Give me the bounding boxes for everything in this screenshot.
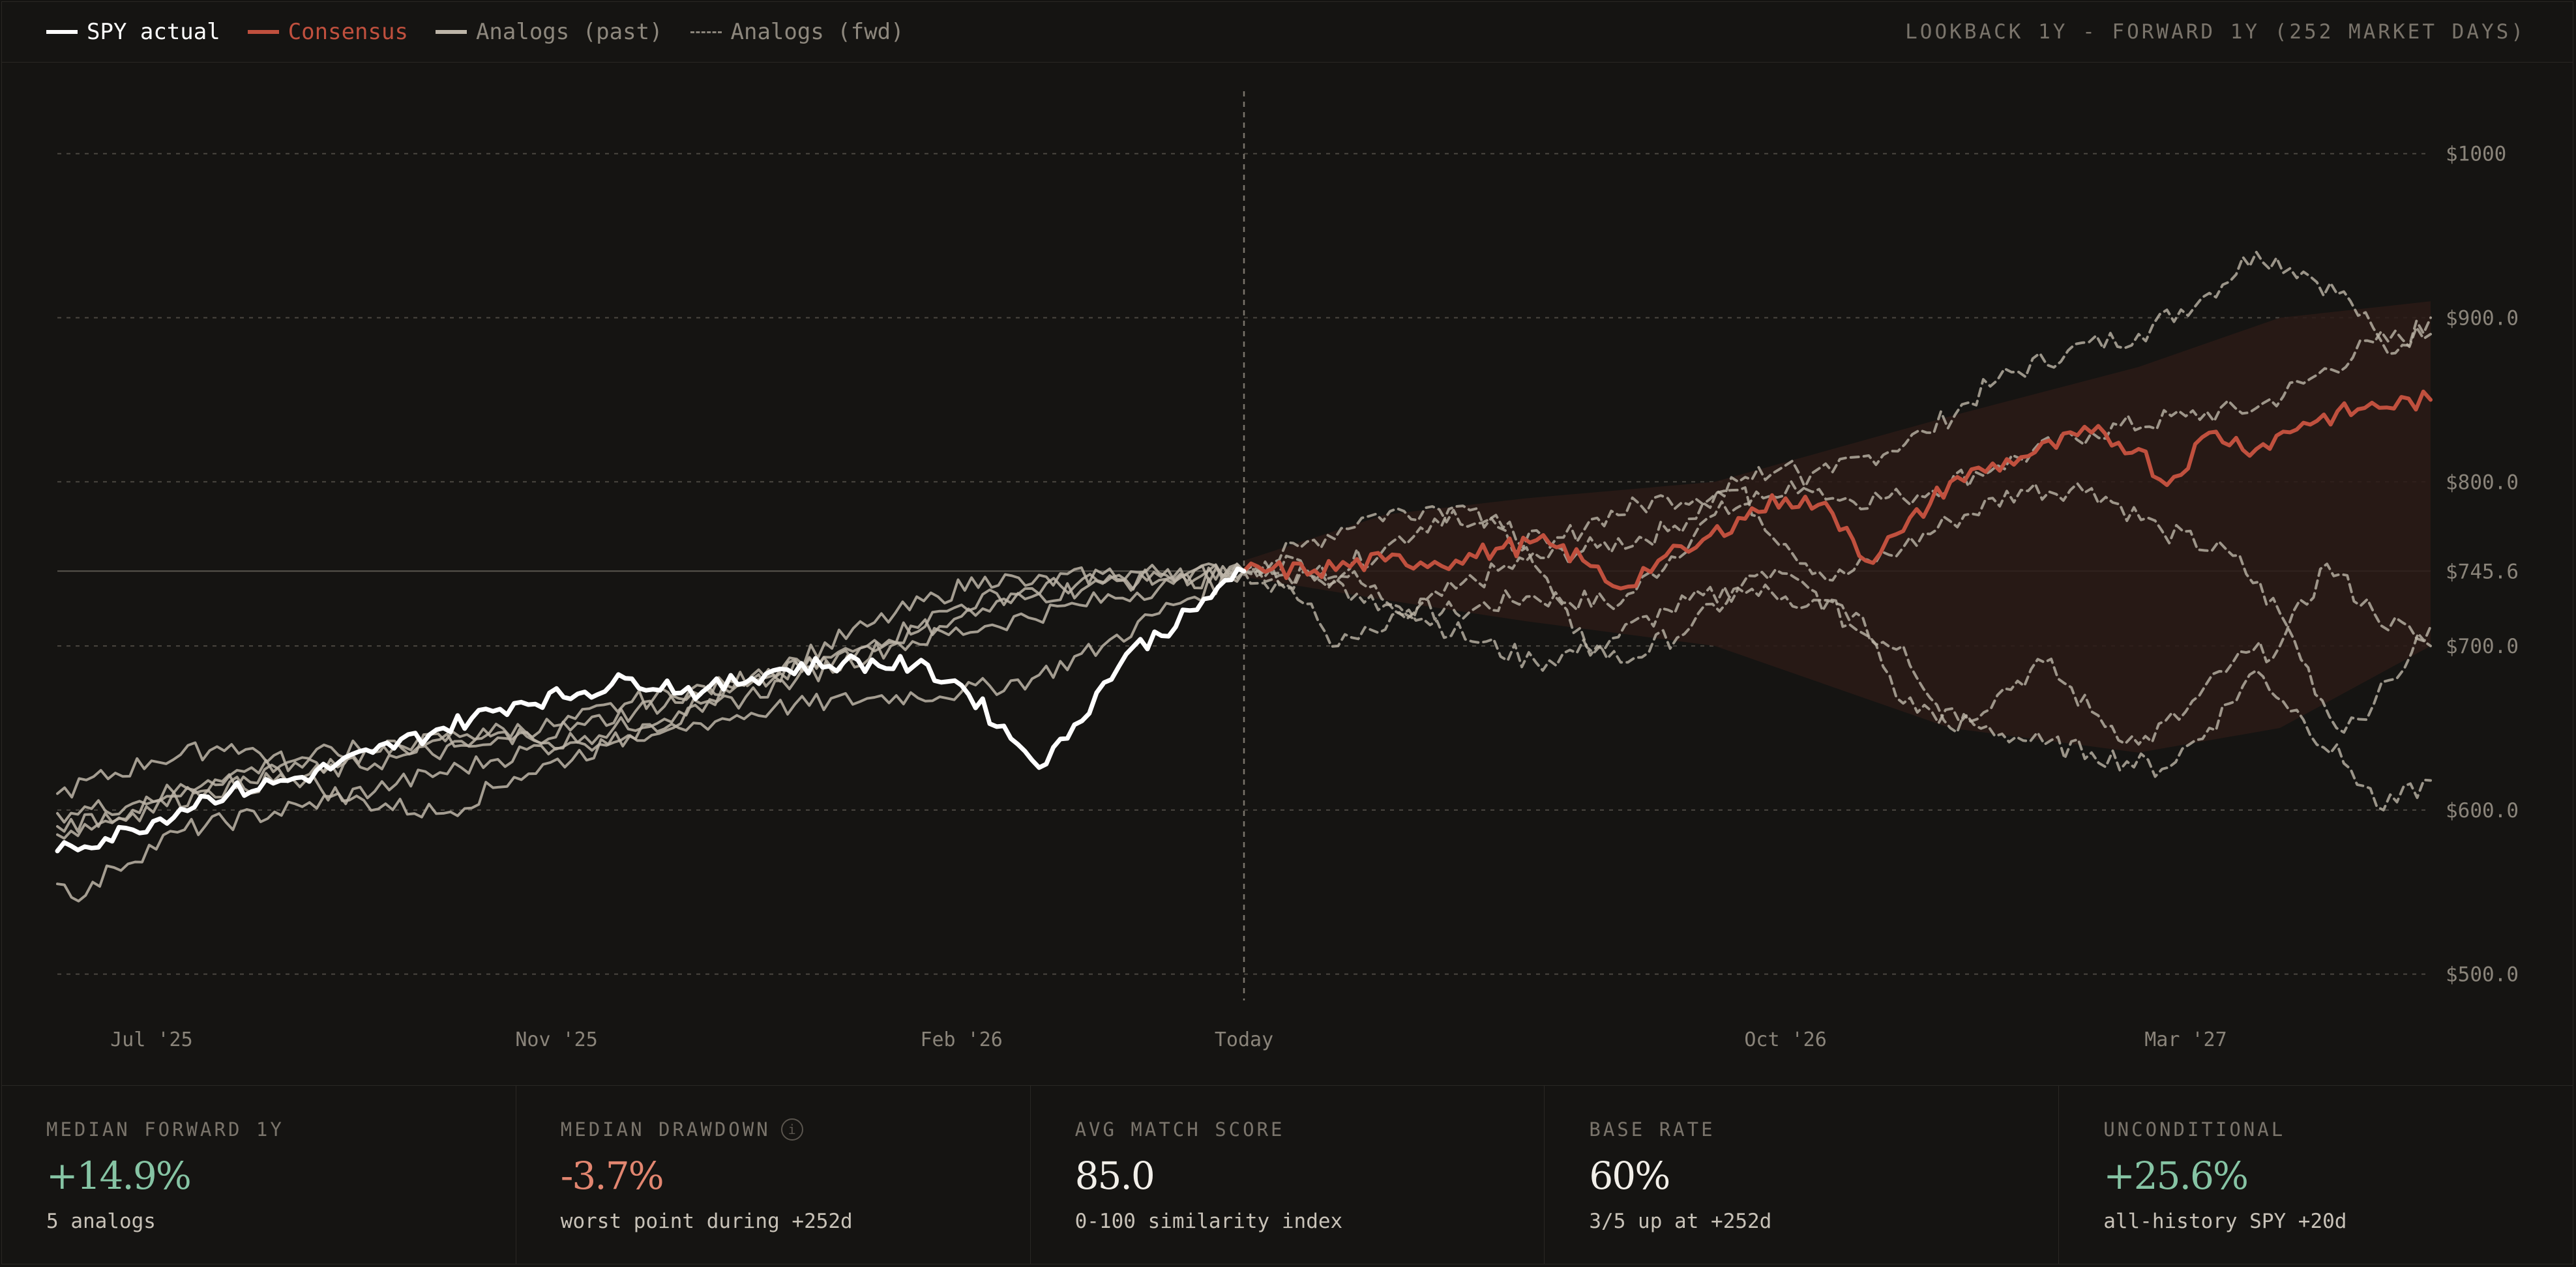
stat-label: BASE RATE	[1589, 1118, 1715, 1141]
legend-swatch-analogs-past	[435, 30, 467, 34]
series-line-analog-e-fwd	[1243, 555, 2432, 811]
stat-sub: 5 analogs	[46, 1210, 156, 1233]
series-line-consensus	[1242, 389, 2433, 590]
stat-label: UNCONDITIONAL	[2103, 1118, 2286, 1141]
legend-label-analogs-fwd: Analogs (fwd)	[730, 19, 904, 45]
y-tick-label: $745.6	[2446, 560, 2519, 583]
x-tick-label: Today	[1215, 1028, 1273, 1051]
y-tick-label: $600.0	[2446, 799, 2519, 823]
stat-unconditional: UNCONDITIONAL +25.6% all-history SPY +20…	[2059, 1086, 2573, 1264]
stat-sub: worst point during +252d	[560, 1210, 853, 1233]
x-tick-label: Feb '26	[920, 1028, 1002, 1051]
series-line-analog-d-past	[56, 570, 1245, 824]
stat-sub: 0-100 similarity index	[1074, 1210, 1343, 1233]
stat-value: +14.9%	[46, 1154, 192, 1198]
stat-value: 85.0	[1074, 1154, 1155, 1198]
series-line-analog-c-past	[56, 562, 1245, 833]
x-tick-label: Mar '27	[2144, 1028, 2227, 1051]
stat-avg-match-score: AVG MATCH SCORE 85.0 0-100 similarity in…	[1031, 1086, 1545, 1264]
series-line-analog-d-fwd	[1243, 504, 2432, 746]
stat-label: MEDIAN FORWARD 1Y	[46, 1118, 284, 1141]
legend-item-analogs-fwd[interactable]: Analogs (fwd)	[690, 19, 904, 45]
x-tick-label: Jul '25	[110, 1028, 192, 1051]
x-tick-label: Nov '25	[515, 1028, 597, 1051]
y-tick-label: $1000	[2446, 143, 2506, 166]
stat-sub: 3/5 up at +252d	[1589, 1210, 1772, 1233]
series-line-spy-actual	[55, 566, 1247, 854]
legend-item-consensus[interactable]: Consensus	[247, 19, 408, 45]
price-chart[interactable]: $1000 $900.0 $800.0 $745.6 $700.0 $600.0 $500.…	[2, 62, 2576, 1085]
stats-bar: MEDIAN FORWARD 1Y +14.9% 5 analogs MEDIA…	[2, 1085, 2573, 1264]
stat-value: 60%	[1589, 1154, 1670, 1198]
stat-label: MEDIAN DRAWDOWN	[560, 1118, 771, 1141]
legend-label-spy: SPY actual	[87, 19, 220, 45]
y-tick-label: $700.0	[2446, 635, 2519, 658]
stat-sub: all-history SPY +20d	[2103, 1210, 2347, 1233]
series-line-analog-a-fwd	[1243, 250, 2432, 621]
legend-item-analogs-past[interactable]: Analogs (past)	[435, 19, 663, 45]
legend-item-spy[interactable]: SPY actual	[46, 19, 220, 45]
stat-value: +25.6%	[2103, 1154, 2249, 1198]
y-tick-label: $900.0	[2446, 307, 2519, 330]
y-tick-label: $500.0	[2446, 963, 2519, 987]
series-line-analog-b-past	[56, 564, 1245, 903]
legend-swatch-consensus	[247, 30, 279, 34]
chart-header: SPY actual Consensus Analogs (past) Anal…	[2, 2, 2573, 63]
legend-swatch-analogs-fwd	[690, 31, 722, 33]
legend-swatch-spy	[46, 30, 78, 34]
lookback-label: LOOKBACK 1Y - FORWARD 1Y (252 MARKET DAY…	[1905, 20, 2526, 44]
info-icon[interactable]: i	[780, 1118, 803, 1141]
y-tick-label: $800.0	[2446, 471, 2519, 494]
stat-median-drawdown: MEDIAN DRAWDOWN i -3.7% worst point duri…	[516, 1086, 1031, 1264]
stat-value: -3.7%	[560, 1154, 664, 1198]
series-line-analog-c-fwd	[1243, 482, 2432, 734]
legend: SPY actual Consensus Analogs (past) Anal…	[46, 2, 932, 62]
stat-base-rate: BASE RATE 60% 3/5 up at +252d	[1545, 1086, 2060, 1264]
stat-label: AVG MATCH SCORE	[1074, 1118, 1285, 1141]
legend-label-analogs-past: Analogs (past)	[475, 19, 663, 45]
legend-label-consensus: Consensus	[288, 19, 408, 45]
series-line-analog-a-past	[56, 562, 1245, 799]
series-line-analog-b-fwd	[1243, 326, 2432, 648]
x-tick-label: Oct '26	[1744, 1028, 1826, 1051]
stat-median-forward: MEDIAN FORWARD 1Y +14.9% 5 analogs	[2, 1086, 516, 1264]
